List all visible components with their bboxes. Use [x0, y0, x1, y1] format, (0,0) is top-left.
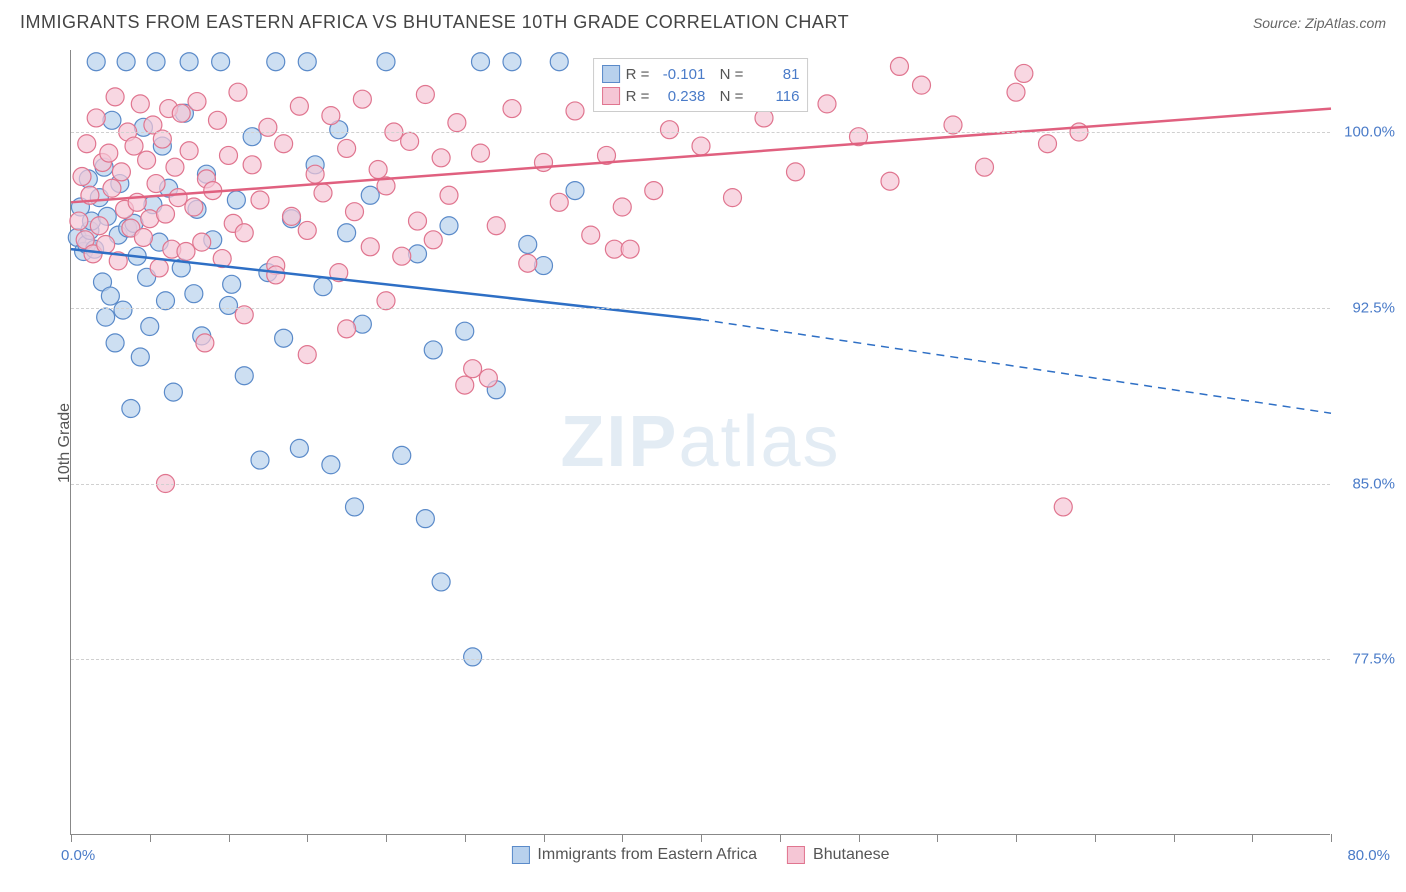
- legend-row-series-1: R = -0.101 N = 81: [602, 63, 800, 85]
- plot-area: ZIPatlas R = -0.101 N = 81 R = 0.238 N =…: [70, 50, 1330, 835]
- x-tick: [780, 834, 781, 842]
- x-tick: [1331, 834, 1332, 842]
- x-tick: [937, 834, 938, 842]
- x-tick: [150, 834, 151, 842]
- legend-r-value-1: -0.101: [655, 66, 705, 83]
- legend-r-label: R =: [626, 66, 650, 83]
- chart-container: 10th Grade ZIPatlas R = -0.101 N = 81 R …: [70, 50, 1330, 835]
- x-tick: [622, 834, 623, 842]
- y-tick-label: 92.5%: [1352, 299, 1395, 316]
- legend-swatch-1b: [511, 846, 529, 864]
- grid-line: [71, 659, 1330, 660]
- legend-r-value-2: 0.238: [655, 88, 705, 105]
- legend-item-2: Bhutanese: [787, 846, 890, 864]
- x-tick: [701, 834, 702, 842]
- legend-n-value-2: 116: [749, 88, 799, 105]
- legend-label-2: Bhutanese: [813, 846, 890, 864]
- y-tick-label: 77.5%: [1352, 651, 1395, 668]
- series-legend: Immigrants from Eastern Africa Bhutanese: [511, 846, 889, 864]
- x-axis-min-label: 0.0%: [61, 847, 95, 864]
- x-tick: [1252, 834, 1253, 842]
- x-tick: [229, 834, 230, 842]
- source-attribution: Source: ZipAtlas.com: [1253, 15, 1386, 31]
- legend-n-value-1: 81: [749, 66, 799, 83]
- legend-swatch-2b: [787, 846, 805, 864]
- x-tick: [71, 834, 72, 842]
- y-tick-label: 85.0%: [1352, 475, 1395, 492]
- x-tick: [307, 834, 308, 842]
- correlation-legend: R = -0.101 N = 81 R = 0.238 N = 116: [593, 58, 809, 112]
- legend-n-label: N =: [711, 66, 743, 83]
- x-tick: [465, 834, 466, 842]
- legend-item-1: Immigrants from Eastern Africa: [511, 846, 757, 864]
- legend-swatch-2: [602, 87, 620, 105]
- legend-swatch-1: [602, 65, 620, 83]
- legend-row-series-2: R = 0.238 N = 116: [602, 85, 800, 107]
- y-tick-label: 100.0%: [1344, 124, 1395, 141]
- x-tick: [544, 834, 545, 842]
- x-axis-max-label: 80.0%: [1347, 847, 1390, 864]
- x-tick: [386, 834, 387, 842]
- grid-line: [71, 484, 1330, 485]
- x-tick: [859, 834, 860, 842]
- legend-r-label: R =: [626, 88, 650, 105]
- legend-n-label: N =: [711, 88, 743, 105]
- grid-line: [71, 308, 1330, 309]
- x-tick: [1174, 834, 1175, 842]
- scatter-plot-svg: [71, 50, 1331, 835]
- x-tick: [1016, 834, 1017, 842]
- chart-title: IMMIGRANTS FROM EASTERN AFRICA VS BHUTAN…: [20, 12, 849, 33]
- grid-line: [71, 132, 1330, 133]
- legend-label-1: Immigrants from Eastern Africa: [537, 846, 757, 864]
- x-tick: [1095, 834, 1096, 842]
